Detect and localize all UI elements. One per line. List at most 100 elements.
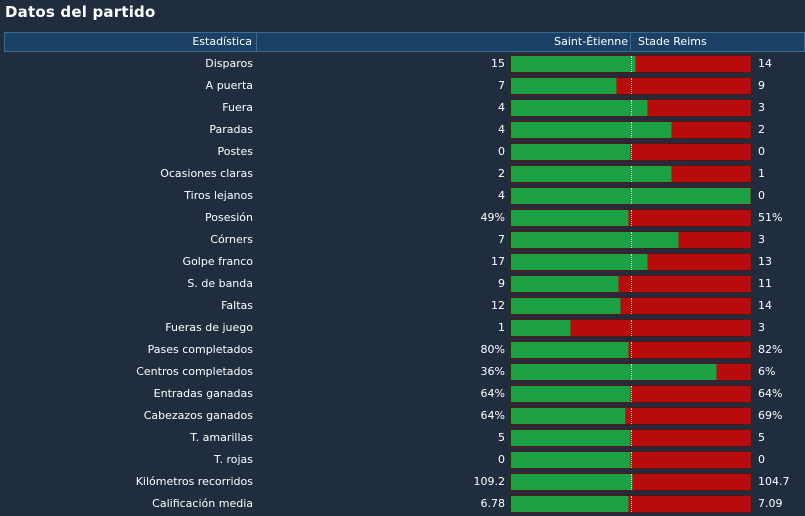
away-value: 104.7 [758, 475, 790, 488]
away-value: 82% [758, 343, 783, 356]
away-value: 69% [758, 409, 783, 422]
away-value: 11 [758, 277, 772, 290]
comparison-bar [510, 99, 752, 117]
midpoint-marker [631, 342, 632, 358]
home-value: 4 [498, 123, 505, 136]
comparison-bar [510, 275, 752, 293]
column-header-stat[interactable]: Estadística [5, 33, 257, 51]
stat-row: Calificación media 6.78 7.09 [0, 493, 805, 515]
home-share-fill [511, 232, 679, 248]
stat-label: Faltas [221, 299, 253, 312]
stat-label: Ocasiones claras [160, 167, 253, 180]
stat-row: T. amarillas 5 5 [0, 427, 805, 449]
stat-row: Fuera 4 3 [0, 97, 805, 119]
midpoint-marker [631, 56, 632, 72]
midpoint-marker [631, 320, 632, 336]
home-value: 36% [480, 365, 505, 378]
stat-label: Calificación media [152, 497, 253, 510]
comparison-bar [510, 363, 752, 381]
home-value: 17 [491, 255, 505, 268]
comparison-bar [510, 341, 752, 359]
stat-label: Golpe franco [182, 255, 253, 268]
comparison-bar [510, 495, 752, 513]
comparison-bar [510, 429, 752, 447]
stat-row: Ocasiones claras 2 1 [0, 163, 805, 185]
away-value: 0 [758, 145, 765, 158]
home-share-fill [511, 386, 631, 402]
home-share-fill [511, 364, 718, 380]
stat-label: Córners [210, 233, 253, 246]
stat-label: Entradas ganadas [153, 387, 253, 400]
stats-table-body: Disparos 15 14 A puerta 7 9 Fuera 4 3 Paradas 4 2 Po… [0, 53, 805, 515]
stats-table-header: Estadística Saint-Étienne Stade Reims [4, 32, 805, 52]
home-share-fill [511, 122, 672, 138]
midpoint-marker [631, 100, 632, 116]
home-value: 9 [498, 277, 505, 290]
home-value: 5 [498, 431, 505, 444]
comparison-bar [510, 253, 752, 271]
away-value: 14 [758, 299, 772, 312]
home-share-fill [511, 166, 672, 182]
midpoint-marker [631, 122, 632, 138]
home-value: 64% [480, 387, 505, 400]
stat-label: Centros completados [136, 365, 253, 378]
away-value: 3 [758, 233, 765, 246]
away-value: 0 [758, 453, 765, 466]
stat-row: Posesión 49% 51% [0, 207, 805, 229]
home-share-fill [511, 254, 648, 270]
stat-label: Posesión [205, 211, 253, 224]
home-share-fill [511, 298, 622, 314]
stat-label: Pases completados [147, 343, 253, 356]
away-value: 2 [758, 123, 765, 136]
home-share-fill [511, 276, 619, 292]
midpoint-marker [631, 78, 632, 94]
stat-row: Córners 7 3 [0, 229, 805, 251]
home-value: 7 [498, 233, 505, 246]
midpoint-marker [631, 166, 632, 182]
midpoint-marker [631, 232, 632, 248]
stat-row: Entradas ganadas 64% 64% [0, 383, 805, 405]
away-value: 51% [758, 211, 783, 224]
away-value: 9 [758, 79, 765, 92]
comparison-bar [510, 385, 752, 403]
page-title: Datos del partido [5, 3, 156, 21]
stat-label: Cabezazos ganados [143, 409, 253, 422]
away-value: 1 [758, 167, 765, 180]
midpoint-marker [631, 298, 632, 314]
home-value: 1 [498, 321, 505, 334]
column-header-home-team[interactable]: Saint-Étienne [257, 33, 631, 51]
home-value: 12 [491, 299, 505, 312]
home-share-fill [511, 210, 629, 226]
stat-row: Faltas 12 14 [0, 295, 805, 317]
home-value: 6.78 [480, 497, 506, 510]
stat-label: Tiros lejanos [184, 189, 253, 202]
stat-row: Disparos 15 14 [0, 53, 805, 75]
home-share-fill [511, 78, 617, 94]
column-header-away-team[interactable]: Stade Reims [638, 35, 707, 48]
away-value: 13 [758, 255, 772, 268]
midpoint-marker [631, 276, 632, 292]
stat-label: Fuera [222, 101, 253, 114]
stat-row: Kilómetros recorridos 109.2 104.7 [0, 471, 805, 493]
home-value: 80% [480, 343, 505, 356]
away-value: 7.09 [758, 497, 783, 510]
comparison-bar [510, 187, 752, 205]
home-value: 0 [498, 145, 505, 158]
comparison-bar [510, 319, 752, 337]
comparison-bar [510, 77, 752, 95]
away-value: 3 [758, 101, 765, 114]
comparison-bar [510, 165, 752, 183]
home-share-fill [511, 452, 631, 468]
midpoint-marker [631, 496, 632, 512]
comparison-bar [510, 407, 752, 425]
midpoint-marker [631, 386, 632, 402]
comparison-bar [510, 121, 752, 139]
stat-label: Disparos [205, 57, 253, 70]
stat-row: Cabezazos ganados 64% 69% [0, 405, 805, 427]
comparison-bar [510, 55, 752, 73]
away-value: 0 [758, 189, 765, 202]
stat-row: Paradas 4 2 [0, 119, 805, 141]
away-value: 14 [758, 57, 772, 70]
stat-row: Postes 0 0 [0, 141, 805, 163]
home-value: 7 [498, 79, 505, 92]
